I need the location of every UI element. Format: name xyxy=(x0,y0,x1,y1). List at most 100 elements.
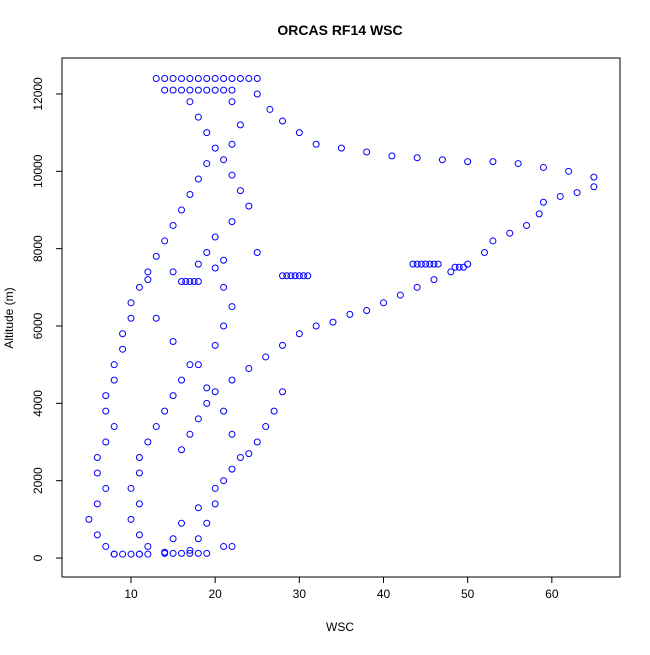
point xyxy=(211,144,219,152)
point xyxy=(270,407,278,415)
point xyxy=(220,322,228,330)
point xyxy=(186,278,194,286)
point xyxy=(152,74,160,82)
point xyxy=(161,548,169,556)
point xyxy=(220,283,228,291)
point xyxy=(127,515,135,523)
point xyxy=(203,86,211,94)
point xyxy=(186,430,194,438)
point xyxy=(127,314,135,322)
point xyxy=(194,504,202,512)
point xyxy=(119,330,127,338)
point xyxy=(211,388,219,396)
x-tick-label: 20 xyxy=(208,587,222,601)
x-tick-label: 30 xyxy=(293,587,307,601)
point xyxy=(438,156,446,164)
point xyxy=(178,278,186,286)
point xyxy=(161,74,169,82)
y-tick-label: 0 xyxy=(31,554,45,561)
point xyxy=(211,484,219,492)
x-tick-label: 50 xyxy=(461,587,475,601)
point xyxy=(194,278,202,286)
point xyxy=(144,268,152,276)
point xyxy=(169,221,177,229)
point xyxy=(573,189,581,197)
point xyxy=(194,86,202,94)
point xyxy=(228,465,236,473)
point xyxy=(291,272,299,280)
point xyxy=(283,272,291,280)
point xyxy=(169,268,177,276)
point xyxy=(506,229,514,237)
point xyxy=(279,388,287,396)
point xyxy=(539,198,547,206)
point xyxy=(144,542,152,550)
point xyxy=(110,361,118,369)
point xyxy=(194,361,202,369)
point xyxy=(434,260,442,268)
point xyxy=(186,191,194,199)
point xyxy=(152,423,160,431)
point xyxy=(119,345,127,353)
point xyxy=(220,256,228,264)
point xyxy=(194,175,202,183)
point xyxy=(127,299,135,307)
x-tick-label: 40 xyxy=(377,587,391,601)
point xyxy=(110,423,118,431)
point xyxy=(161,237,169,245)
point xyxy=(535,210,543,218)
point xyxy=(135,469,143,477)
point xyxy=(169,535,177,543)
point xyxy=(304,272,312,280)
point xyxy=(253,74,261,82)
point xyxy=(135,550,143,558)
point xyxy=(236,453,244,461)
point xyxy=(295,129,303,137)
y-tick-label: 8000 xyxy=(31,235,45,262)
point xyxy=(380,299,388,307)
point xyxy=(194,74,202,82)
point xyxy=(194,549,202,557)
point xyxy=(228,303,236,311)
point xyxy=(194,260,202,268)
point xyxy=(220,407,228,415)
point xyxy=(556,192,564,200)
point xyxy=(262,423,270,431)
point xyxy=(211,233,219,241)
point xyxy=(565,167,573,175)
point xyxy=(93,531,101,539)
point xyxy=(152,314,160,322)
point xyxy=(220,477,228,485)
point xyxy=(135,500,143,508)
point xyxy=(363,307,371,315)
point xyxy=(300,272,308,280)
point xyxy=(287,272,295,280)
point xyxy=(523,221,531,229)
point xyxy=(413,154,421,162)
point xyxy=(228,171,236,179)
point xyxy=(203,249,211,257)
point xyxy=(480,249,488,257)
point xyxy=(102,407,110,415)
point xyxy=(245,365,253,373)
point xyxy=(135,453,143,461)
x-tick-label: 10 xyxy=(124,587,138,601)
point xyxy=(127,550,135,558)
point xyxy=(388,152,396,160)
point xyxy=(422,260,430,268)
point xyxy=(262,353,270,361)
point xyxy=(169,74,177,82)
point xyxy=(430,260,438,268)
point xyxy=(144,438,152,446)
point xyxy=(178,376,186,384)
y-tick-label: 4000 xyxy=(31,390,45,417)
point xyxy=(203,549,211,557)
point xyxy=(590,183,598,191)
point xyxy=(110,550,118,558)
point xyxy=(178,206,186,214)
point xyxy=(295,272,303,280)
point xyxy=(220,542,228,550)
point xyxy=(447,268,455,276)
point xyxy=(413,283,421,291)
point xyxy=(203,74,211,82)
